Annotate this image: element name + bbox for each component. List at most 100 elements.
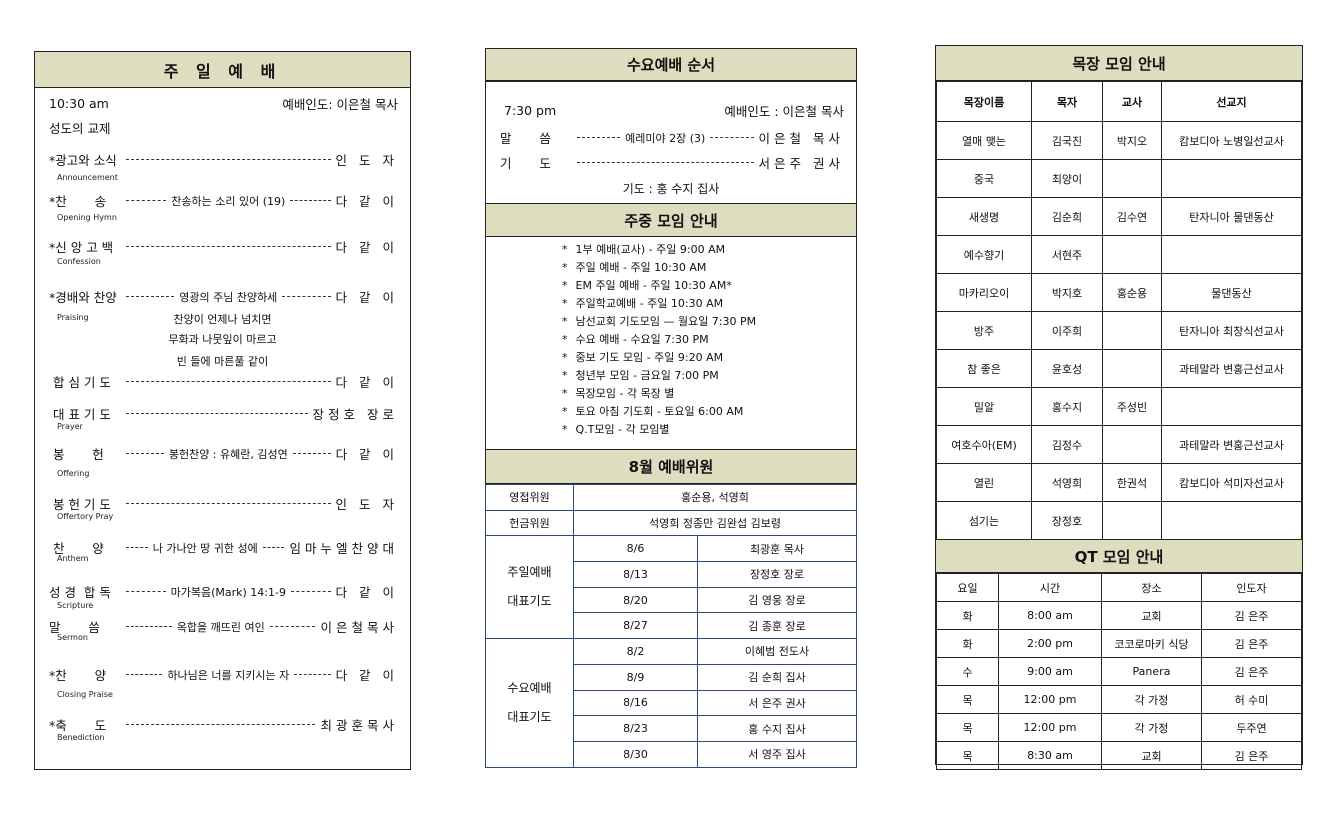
qt-cell: 김 은주 — [1201, 601, 1302, 630]
dash-leader — [292, 453, 331, 454]
mokjang-cell: 장정호 — [1031, 501, 1103, 540]
mokjang-cell: 김정수 — [1031, 425, 1103, 464]
item-person: 다 같 이 — [335, 447, 399, 462]
mokjang-cell: 물댄동산 — [1161, 273, 1302, 312]
item-person: 다 같 이 — [335, 240, 398, 255]
weekly-item: 목장모임 - 각 목장 별 — [562, 385, 856, 403]
order-item: *광고와 소식 인 도 자 — [49, 150, 398, 169]
mokjang-cell — [1161, 501, 1302, 540]
committee-row: 헌금위원 석영희 정종만 김완섭 김보령 — [485, 509, 857, 537]
qt-cell: 8:00 am — [998, 601, 1102, 630]
item-person: 인 도 자 — [335, 497, 398, 512]
item-person: 최광훈목사 — [320, 718, 398, 733]
weekly-item: 토요 아침 기도회 - 토요일 6:00 AM — [562, 403, 856, 421]
column-header: 교사 — [1102, 81, 1162, 122]
weekly-item: 청년부 모임 - 금요일 7:00 PM — [562, 367, 856, 385]
item-english-label: Praising — [57, 313, 89, 322]
mokjang-cell: 주성빈 — [1102, 387, 1162, 426]
mokjang-cell: 섬기는 — [936, 501, 1032, 540]
committee-members: 홍순용, 석영희 — [573, 484, 857, 511]
dash-leader — [126, 413, 308, 414]
dash-leader — [290, 200, 331, 201]
committee-role: 영접위원 — [485, 484, 574, 511]
order-item: 성 경 합 독 마가복음(Mark) 14:1-9 다 같 이 — [49, 582, 398, 601]
item-label: *경배와 찬양 — [49, 290, 117, 305]
mokjang-cell: 캄보디아 노병일선교사 — [1161, 121, 1302, 160]
dash-leader — [126, 200, 167, 201]
qt-row: 화 8:00 am 교회 김 은주 — [936, 601, 1302, 630]
prayer-schedule-row: 8/20 김 영웅 장로 — [486, 586, 857, 614]
wednesday-title: 수요예배 순서 — [486, 49, 856, 82]
qt-cell: 김 은주 — [1201, 741, 1302, 770]
weekly-item: EM 주일 예배 - 주일 10:30 AM* — [562, 277, 856, 295]
mokjang-row: 새생명 김순희 김수연 탄자니아 물댄동산 — [936, 197, 1302, 236]
prayer-schedule-row: 8/27 김 종훈 장로 — [486, 612, 857, 640]
mokjang-cell: 과테말라 변홍근선교사 — [1161, 349, 1302, 388]
weekly-item: 주일학교예배 - 주일 10:30 AM — [562, 295, 856, 313]
mokjang-cell — [1102, 311, 1162, 350]
qt-cell: 두주연 — [1201, 713, 1302, 742]
sunday-worship-title: 주 일 예 배 — [35, 52, 410, 88]
item-person: 다 같 이 — [335, 585, 398, 600]
item-label: *찬 양 — [49, 668, 107, 683]
lyric-line: 빈 들에 마른풀 같이 — [176, 355, 269, 368]
mokjang-cell: 이주희 — [1031, 311, 1103, 350]
mokjang-cell: 김수연 — [1102, 197, 1162, 236]
qt-cell: 허 수미 — [1201, 685, 1302, 714]
item-label: 봉 헌 기 도 — [49, 497, 111, 512]
qt-row: 목 12:00 pm 각 가정 허 수미 — [936, 685, 1302, 714]
dash-leader — [126, 246, 331, 247]
prayer-date: 8/30 — [573, 740, 698, 768]
group-label-line1: 주일예배 — [507, 565, 552, 580]
item-english-label: Scripture — [57, 601, 94, 610]
dash-leader — [126, 591, 166, 592]
mokjang-cell: 박지오 — [1102, 121, 1162, 160]
order-item: *찬 송 찬송하는 소리 있어 (19) 다 같 이 — [49, 191, 398, 210]
column-header: 시간 — [998, 573, 1102, 602]
qt-cell: 목 — [936, 713, 999, 742]
qt-cell: 목 — [936, 741, 999, 770]
dash-leader — [126, 503, 331, 504]
dash-leader — [269, 626, 316, 627]
mokjang-cell — [1102, 159, 1162, 198]
mokjang-cell: 참 좋은 — [936, 349, 1032, 388]
prayer-person: 김 영웅 장로 — [697, 586, 857, 614]
group-label-line2: 대표기도 — [507, 709, 552, 724]
qt-table: 요일 시간 장소 인도자 화 8:00 am 교회 김 은주 화 2:00 pm 코코로마키 식당 김… — [936, 573, 1302, 770]
item-person: 임마누엘찬양대 — [289, 541, 398, 556]
mokjang-cell: 서현주 — [1031, 235, 1103, 274]
item-detail: 예레미야 2장 (3) — [625, 131, 706, 145]
mokjang-cell: 박지호 — [1031, 273, 1103, 312]
mokjang-row: 중국 최양이 — [936, 159, 1302, 198]
item-label: 기 도 — [500, 156, 551, 171]
committee-title: 8월 예배위원 — [485, 449, 857, 484]
qt-row: 화 2:00 pm 코코로마키 식당 김 은주 — [936, 629, 1302, 658]
item-person: 다 같 이 — [335, 194, 399, 209]
dash-leader — [126, 547, 148, 548]
qt-cell: 목 — [936, 685, 999, 714]
mokjang-row: 열매 맺는 김국진 박지오 캄보디아 노병일선교사 — [936, 121, 1302, 160]
item-person: 다 같 이 — [335, 375, 398, 390]
prayer-date: 8/9 — [573, 663, 698, 691]
item-label: 합 심 기 도 — [49, 375, 111, 390]
prayer-date: 8/23 — [573, 715, 698, 742]
item-detail: 나 가나안 땅 귀한 성에 — [152, 541, 258, 555]
item-label: *광고와 소식 — [49, 153, 117, 168]
mokjang-cell: 김국진 — [1031, 121, 1103, 160]
mokjang-cell: 윤호성 — [1031, 349, 1103, 388]
wednesday-leader: 예배인도 : 이은철 목사 — [724, 104, 844, 119]
prayer-person: 최광훈 목사 — [697, 535, 857, 563]
item-detail: 옥합을 깨뜨린 여인 — [176, 620, 265, 634]
mokjang-panel: 목장 모임 안내 목장이름 목자 교사 선교지 열매 맺는 김국진 박지오 캄보디아 노병일선… — [935, 45, 1303, 770]
mokjang-cell: 마카리오이 — [936, 273, 1032, 312]
prayer-person: 장정호 장로 — [697, 561, 857, 588]
item-detail: 봉헌찬양 : 유혜란, 김성연 — [168, 447, 288, 461]
mokjang-cell: 밀알 — [936, 387, 1032, 426]
qt-cell: 교회 — [1101, 601, 1202, 630]
prayer-person: 홍 수지 집사 — [697, 715, 857, 742]
mokjang-cell: 한권석 — [1102, 463, 1162, 502]
wednesday-panel: 수요예배 순서 7:30 pm 예배인도 : 이은철 목사 말 씀 예레미야 2장… — [485, 48, 857, 768]
mokjang-cell: 최양이 — [1031, 159, 1103, 198]
order-item: *신 앙 고 백 다 같 이 — [49, 237, 398, 256]
